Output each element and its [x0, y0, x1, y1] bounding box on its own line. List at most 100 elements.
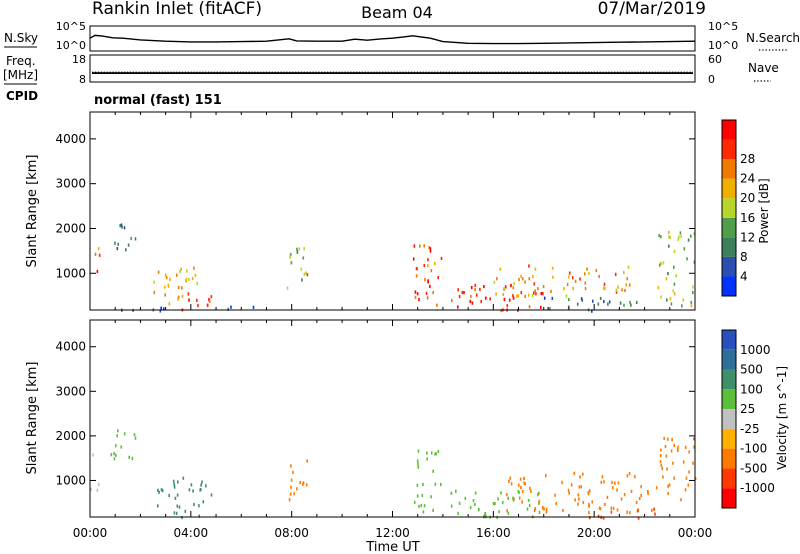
scatter-cell-8 [687, 483, 690, 487]
scatter-cell-7 [470, 286, 473, 290]
scatter-cell-1 [134, 436, 137, 440]
power-frame [89, 111, 696, 311]
scatter-cell-4 [435, 452, 437, 456]
scatter-cell-6 [418, 298, 420, 302]
scatter-cell-6 [436, 303, 438, 307]
scatter-cell-8 [662, 475, 664, 479]
scatter-cell-1 [128, 455, 130, 459]
scatter-cell-6 [522, 490, 524, 494]
freq-unit: [MHz] [3, 68, 38, 82]
scatter-cell-7 [636, 509, 639, 513]
scatter-cell-10 [682, 298, 685, 302]
scatter-cell-10 [668, 230, 670, 234]
power-colorbar-tick: 16 [740, 211, 755, 225]
time-tick-label: 00:00 [678, 526, 713, 540]
scatter-cell-7 [528, 305, 531, 309]
scatter-cell-7 [457, 288, 459, 292]
velocity-colorbar-frame [721, 329, 737, 509]
scatter-cell-5 [458, 501, 461, 505]
scatter-cell-6 [427, 280, 429, 284]
scatter-cell-3 [299, 480, 301, 485]
scatter-cell-8 [684, 445, 687, 449]
scatter-cell-10 [660, 261, 662, 265]
scatter-cell-6 [530, 489, 532, 493]
scatter-cell-6 [427, 264, 429, 268]
noise-search-label: N.Search [746, 31, 800, 45]
scatter-cell-6 [413, 244, 416, 248]
time-tick-label: 12:00 [375, 526, 410, 540]
scatter-cell-6 [414, 295, 417, 299]
scatter-cell-6 [524, 482, 526, 486]
scatter-cell-4 [434, 482, 437, 486]
scatter-cell-6 [611, 480, 613, 484]
power-axis: 1000 2000 3000 4000 [55, 112, 696, 310]
noise-right-tick-bottom: 10^0 [708, 39, 738, 52]
scatter-cell-8 [673, 443, 675, 447]
scatter-cell-2 [160, 488, 163, 492]
scatter-cell-6 [635, 500, 638, 505]
scatter-cell-9 [580, 297, 583, 301]
scatter-cell-5 [303, 247, 305, 251]
velocity-ylabel: Slant Range [km] [25, 362, 40, 475]
scatter-cell-10 [658, 234, 660, 238]
scatter-cell-3 [209, 299, 211, 303]
scatter-cell-3 [296, 487, 298, 491]
power-colorbar-tick: 28 [740, 152, 755, 166]
scatter-cell-5 [306, 273, 309, 277]
scatter-cell-3 [289, 492, 292, 496]
scatter-cell-5 [455, 489, 457, 493]
scatter-cell-8 [617, 285, 619, 289]
scatter-cell-8 [532, 274, 534, 279]
scatter-cell-9 [592, 299, 594, 303]
scatter-cell-1 [123, 226, 126, 230]
scatter-cell-3 [197, 303, 199, 308]
scatter-cell-2 [177, 480, 179, 484]
noise-sky-label: N.Sky [4, 31, 38, 45]
scatter-cell-8 [493, 280, 496, 284]
scatter-cell-5 [289, 255, 291, 259]
scatter-cell-6 [626, 510, 628, 514]
scatter-cell-6 [568, 491, 570, 495]
scatter-cell-8 [626, 277, 628, 281]
scatter-cell-8 [672, 461, 674, 465]
scatter-cell-2 [193, 502, 195, 507]
scatter-cell-6 [562, 508, 564, 513]
scatter-cell-2 [181, 516, 183, 520]
scatter-cell-2 [158, 490, 160, 494]
scatter-cell-9 [607, 302, 609, 306]
velocity-colorbar: 1000 500 100 25 -25 -100 -500 -1000 [721, 329, 775, 509]
scatter-cell-9 [549, 307, 551, 311]
scatter-cell-7 [479, 287, 481, 291]
velocity-colorbar-segment [722, 369, 736, 390]
scatter-cell-8 [572, 276, 574, 280]
scatter-cell-5 [538, 501, 540, 505]
scatter-cell-2 [173, 511, 176, 515]
scatter-cell-8 [550, 289, 552, 293]
scatter-cell-6 [610, 506, 613, 510]
scatter-cell-6 [506, 509, 508, 513]
scatter-cell-4 [418, 504, 420, 508]
scatter-cell-10 [672, 289, 675, 293]
scatter-cell-6 [426, 296, 429, 300]
scatter-cell-8 [518, 277, 520, 282]
velocity-colorbar-tick: 100 [740, 382, 763, 396]
scatter-cell-5 [296, 247, 298, 251]
scatter-cell-4 [423, 504, 426, 508]
scatter-cell-7 [542, 285, 545, 289]
scatter-cell-2 [182, 476, 185, 480]
scatter-cell-10 [679, 231, 682, 235]
scatter-cell-4 [430, 495, 432, 499]
velocity-colorbar-segment [722, 468, 736, 489]
date-label: 07/Mar/2019 [598, 0, 706, 19]
scatter-cell-5 [474, 491, 477, 495]
scatter-cell-2 [164, 273, 167, 277]
scatter-cell-10 [657, 286, 660, 290]
scatter-cell-4 [426, 451, 428, 455]
scatter-cell-8 [692, 461, 694, 465]
scatter-cell-8 [666, 467, 668, 471]
scatter-cell-7 [540, 292, 543, 296]
scatter-cell-2 [205, 484, 207, 488]
scatter-cell-8 [693, 445, 695, 449]
scatter-cell-8 [586, 267, 588, 271]
scatter-cell-1 [114, 241, 116, 245]
